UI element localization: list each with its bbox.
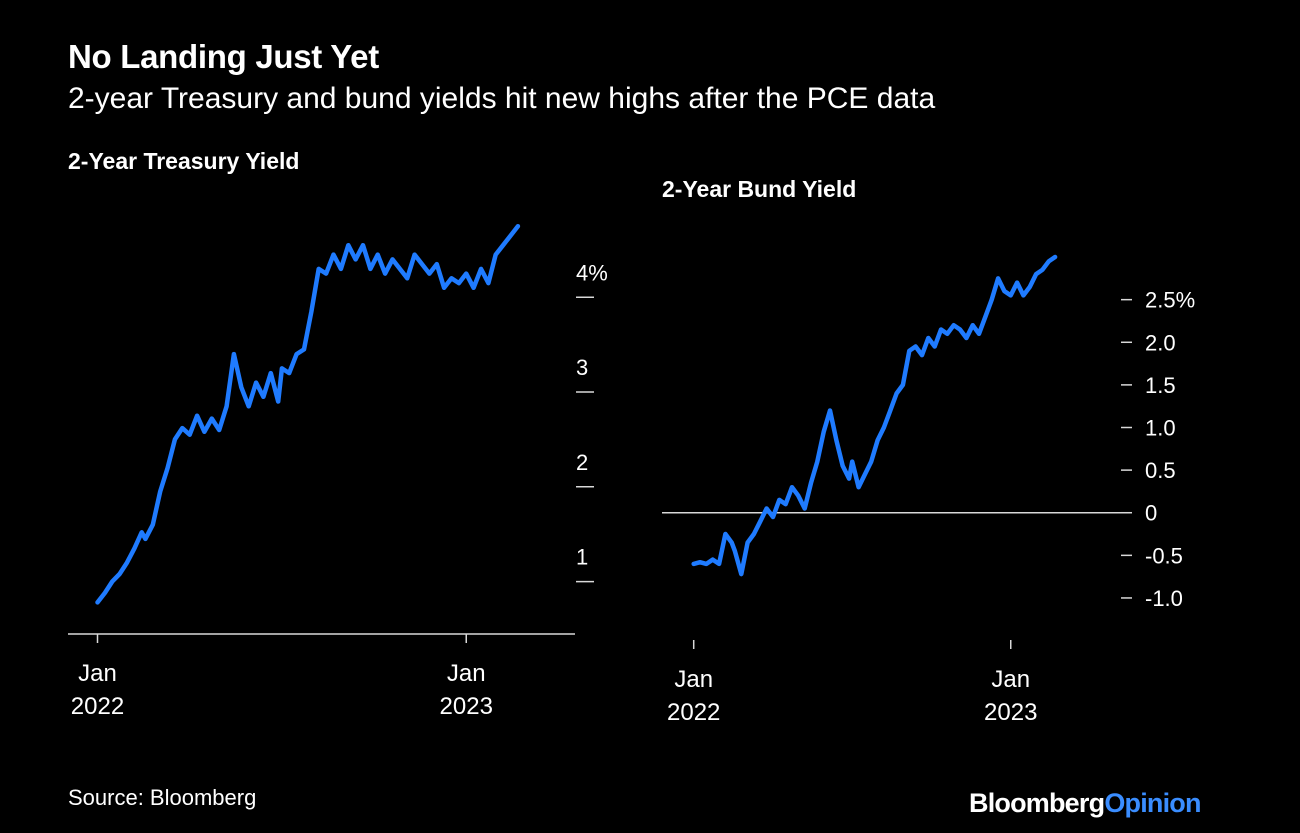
y-tick-label: 0.5 xyxy=(1145,458,1176,483)
brand-logo-part1: Bloomberg xyxy=(969,788,1105,818)
y-tick-label: 1 xyxy=(576,545,588,570)
y-tick-label: 2.0 xyxy=(1145,330,1176,355)
x-tick-label-month: Jan xyxy=(78,660,117,687)
x-tick-label-year: 2022 xyxy=(71,693,124,720)
y-tick-label: -0.5 xyxy=(1145,543,1183,568)
x-tick-label-year: 2022 xyxy=(667,699,720,726)
y-tick-label: 2 xyxy=(576,450,588,475)
y-tick-label: 2.5% xyxy=(1145,288,1195,313)
chart-subtitle: 2-year Treasury and bund yields hit new … xyxy=(68,82,936,115)
x-tick-label-year: 2023 xyxy=(984,699,1037,726)
brand-logo-part2: Opinion xyxy=(1104,788,1201,818)
bund-chart: -1.0 -0.5 0 0.5 1.0 1.5 2.0 2.5% Jan 2022 Jan 2023 xyxy=(662,254,1195,726)
x-tick-label-month: Jan xyxy=(447,660,486,687)
chart-title: No Landing Just Yet xyxy=(68,38,379,75)
x-tick-label-month: Jan xyxy=(674,666,713,693)
y-tick-label: -1.0 xyxy=(1145,586,1183,611)
y-tick-label: 3 xyxy=(576,355,588,380)
series-line xyxy=(691,254,1058,577)
y-tick-label: 4% xyxy=(576,260,608,285)
bund-panel-title: 2-Year Bund Yield xyxy=(662,176,857,202)
y-tick-label: 0 xyxy=(1145,501,1157,526)
treasury-panel-title: 2-Year Treasury Yield xyxy=(68,148,300,174)
y-tick-label: 1.0 xyxy=(1145,416,1176,441)
treasury-chart: 1 2 3 4% Jan 2022 Jan 2023 xyxy=(68,223,608,720)
series-line xyxy=(95,223,521,605)
y-tick-label: 1.5 xyxy=(1145,373,1176,398)
x-tick-label-month: Jan xyxy=(991,666,1030,693)
x-tick-label-year: 2023 xyxy=(440,693,493,720)
source-note: Source: Bloomberg xyxy=(68,785,257,810)
brand-logo: BloombergOpinion xyxy=(969,788,1202,819)
